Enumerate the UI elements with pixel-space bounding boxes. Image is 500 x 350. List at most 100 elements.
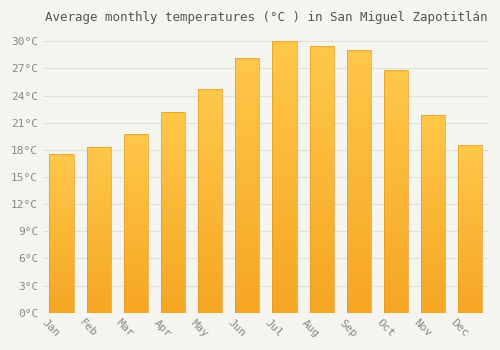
Bar [50,167,74,170]
Bar [161,204,185,208]
Bar [50,227,74,230]
Bar [384,308,408,313]
Bar [124,224,148,227]
Bar [198,161,222,165]
Bar [86,266,111,270]
Bar [198,147,222,152]
Bar [458,246,482,249]
Bar [124,184,148,188]
Bar [384,153,408,158]
Bar [310,56,334,62]
Bar [421,190,445,194]
Bar [421,281,445,285]
Bar [124,167,148,170]
Bar [347,265,371,271]
Bar [124,163,148,167]
Bar [421,293,445,297]
Bar [310,286,334,291]
Bar [347,292,371,297]
Bar [124,309,148,313]
Bar [347,161,371,166]
Bar [458,266,482,269]
Bar [236,277,260,282]
Bar [458,262,482,266]
Bar [310,184,334,190]
Bar [86,147,111,313]
Bar [50,164,74,167]
Bar [198,264,222,268]
Bar [384,264,408,269]
Bar [347,197,371,202]
Bar [161,293,185,296]
Bar [458,159,482,162]
Bar [384,167,408,172]
Bar [86,194,111,197]
Bar [124,248,148,252]
Bar [384,138,408,143]
Bar [124,302,148,306]
Bar [86,276,111,280]
Bar [272,41,296,313]
Bar [310,62,334,67]
Bar [86,296,111,299]
Bar [161,168,185,172]
Bar [272,74,296,79]
Bar [310,158,334,163]
Bar [384,206,408,211]
Bar [198,299,222,304]
Bar [161,116,185,120]
Bar [198,170,222,174]
Bar [161,128,185,132]
Bar [236,154,260,160]
Bar [161,132,185,136]
Bar [310,99,334,105]
Bar [458,179,482,182]
Bar [310,51,334,56]
Bar [50,281,74,284]
Bar [458,276,482,279]
Bar [310,147,334,153]
Bar [384,70,408,75]
Bar [86,309,111,313]
Bar [161,260,185,265]
Bar [272,193,296,199]
Bar [421,214,445,218]
Bar [50,211,74,215]
Bar [86,187,111,190]
Bar [161,236,185,240]
Bar [161,112,185,116]
Bar [50,183,74,186]
Bar [198,295,222,299]
Bar [384,201,408,206]
Bar [198,201,222,205]
Bar [421,131,445,135]
Bar [347,255,371,260]
Bar [50,259,74,262]
Bar [272,291,296,296]
Bar [272,258,296,264]
Bar [310,265,334,270]
Bar [161,309,185,313]
Bar [198,268,222,272]
Bar [124,134,148,313]
Bar [421,178,445,182]
Bar [347,239,371,244]
Bar [124,238,148,241]
Bar [161,268,185,273]
Bar [86,230,111,233]
Bar [458,222,482,226]
Bar [384,288,408,293]
Bar [236,261,260,267]
Bar [50,180,74,183]
Bar [272,52,296,57]
Bar [421,218,445,222]
Bar [272,264,296,269]
Bar [236,201,260,205]
Bar [421,305,445,309]
Bar [347,108,371,113]
Bar [347,176,371,182]
Bar [161,160,185,164]
Bar [347,134,371,140]
Bar [198,196,222,201]
Bar [50,193,74,196]
